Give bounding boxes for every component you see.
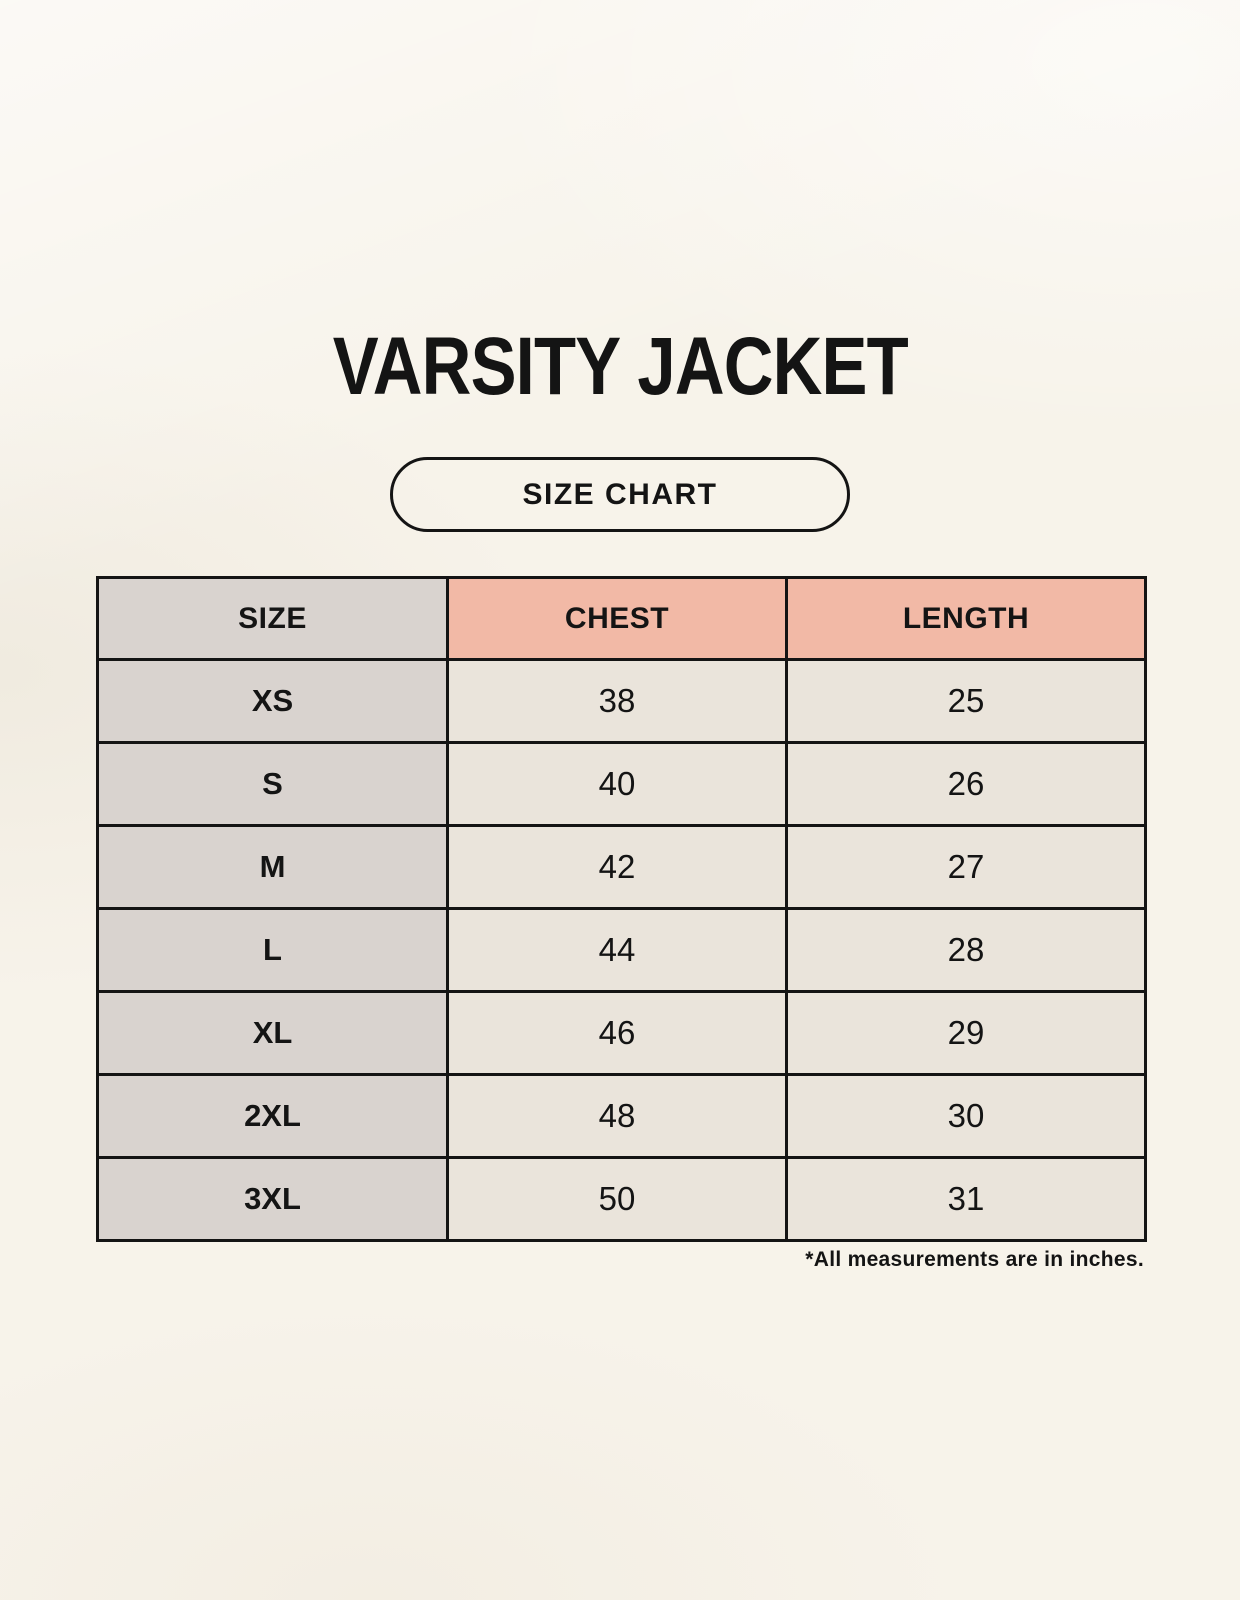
size-label: L xyxy=(96,907,449,993)
table-row: M 42 27 xyxy=(96,824,1147,910)
size-chart-badge: SIZE CHART xyxy=(390,457,850,532)
column-header-chest: CHEST xyxy=(446,576,788,661)
product-title-text: VARSITY JACKET xyxy=(332,321,908,412)
chest-value: 40 xyxy=(446,741,788,827)
chest-value: 46 xyxy=(446,990,788,1076)
length-value: 27 xyxy=(785,824,1147,910)
chest-value: 48 xyxy=(446,1073,788,1159)
column-header-length: LENGTH xyxy=(785,576,1147,661)
table-row: S 40 26 xyxy=(96,741,1147,827)
length-value: 31 xyxy=(785,1156,1147,1242)
length-value: 29 xyxy=(785,990,1147,1076)
size-label: M xyxy=(96,824,449,910)
size-label: S xyxy=(96,741,449,827)
column-header-size: SIZE xyxy=(96,576,449,661)
size-table: SIZE CHEST LENGTH XS 38 25 S 40 26 M xyxy=(96,576,1147,1242)
table-header-row: SIZE CHEST LENGTH xyxy=(96,576,1147,661)
length-value: 28 xyxy=(785,907,1147,993)
table-row: XL 46 29 xyxy=(96,990,1147,1076)
length-value: 30 xyxy=(785,1073,1147,1159)
length-value: 26 xyxy=(785,741,1147,827)
size-label: 3XL xyxy=(96,1156,449,1242)
length-value: 25 xyxy=(785,658,1147,744)
size-table-container: SIZE CHEST LENGTH XS 38 25 S 40 26 M xyxy=(96,576,1147,1242)
chest-value: 50 xyxy=(446,1156,788,1242)
chest-value: 42 xyxy=(446,824,788,910)
table-row: L 44 28 xyxy=(96,907,1147,993)
chest-value: 38 xyxy=(446,658,788,744)
chest-value: 44 xyxy=(446,907,788,993)
size-chart-badge-label: SIZE CHART xyxy=(522,477,718,511)
product-title: VARSITY JACKET xyxy=(0,326,1240,408)
table-row: XS 38 25 xyxy=(96,658,1147,744)
measurement-note: *All measurements are in inches. xyxy=(805,1248,1144,1271)
size-label: XL xyxy=(96,990,449,1076)
table-row: 2XL 48 30 xyxy=(96,1073,1147,1159)
size-label: XS xyxy=(96,658,449,744)
table-row: 3XL 50 31 xyxy=(96,1156,1147,1242)
size-label: 2XL xyxy=(96,1073,449,1159)
